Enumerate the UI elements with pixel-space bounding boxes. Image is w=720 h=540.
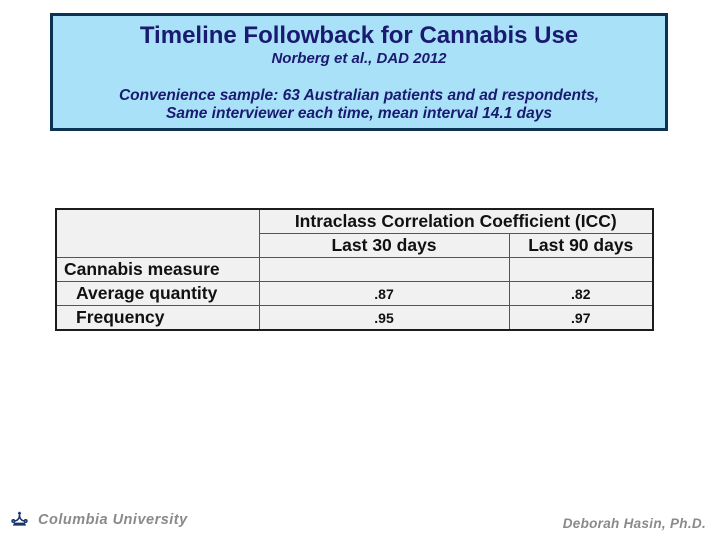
sample-description-line-1: Convenience sample: 63 Australian patien… (118, 87, 600, 104)
cell-frequency-last90: .97 (508, 305, 654, 331)
footer-institution-label: Columbia University (38, 511, 188, 528)
columbia-crown-icon (11, 511, 28, 526)
footer-left: Columbia University (10, 511, 188, 528)
header-box: Timeline Followback for Cannabis Use Nor… (50, 13, 668, 131)
cell-average-quantity-last90: .82 (508, 281, 654, 306)
sample-description: Convenience sample: 63 Australian patien… (53, 87, 665, 123)
icc-table: Intraclass Correlation Coefficient (ICC)… (55, 208, 654, 331)
cell-cannabis-measure-last90 (508, 257, 654, 282)
table-col-header-last-30-days: Last 30 days (258, 233, 510, 258)
cell-frequency-last30: .95 (258, 305, 510, 331)
row-label-average-quantity: Average quantity (55, 281, 260, 306)
table-corner-cell (55, 208, 260, 258)
row-label-cannabis-measure: Cannabis measure (55, 257, 260, 282)
slide-title: Timeline Followback for Cannabis Use (139, 22, 579, 49)
footer-author-label: Deborah Hasin, Ph.D. (562, 516, 706, 531)
table-row: Average quantity .87 .82 (55, 281, 654, 306)
table-row: Frequency .95 .97 (55, 305, 654, 331)
table-header-row-1: Intraclass Correlation Coefficient (ICC) (55, 208, 654, 258)
slide-subtitle: Norberg et al., DAD 2012 (271, 50, 447, 67)
table-col-header-last-90-days: Last 90 days (508, 233, 654, 258)
sample-description-line-2: Same interviewer each time, mean interva… (166, 105, 552, 122)
cell-cannabis-measure-last30 (258, 257, 510, 282)
table-header-row-2: Last 30 days Last 90 days (56, 233, 654, 258)
row-label-frequency: Frequency (55, 305, 260, 331)
table-spanning-header: Intraclass Correlation Coefficient (ICC) (258, 208, 654, 234)
cell-average-quantity-last30: .87 (258, 281, 510, 306)
table-row: Cannabis measure (55, 257, 654, 282)
